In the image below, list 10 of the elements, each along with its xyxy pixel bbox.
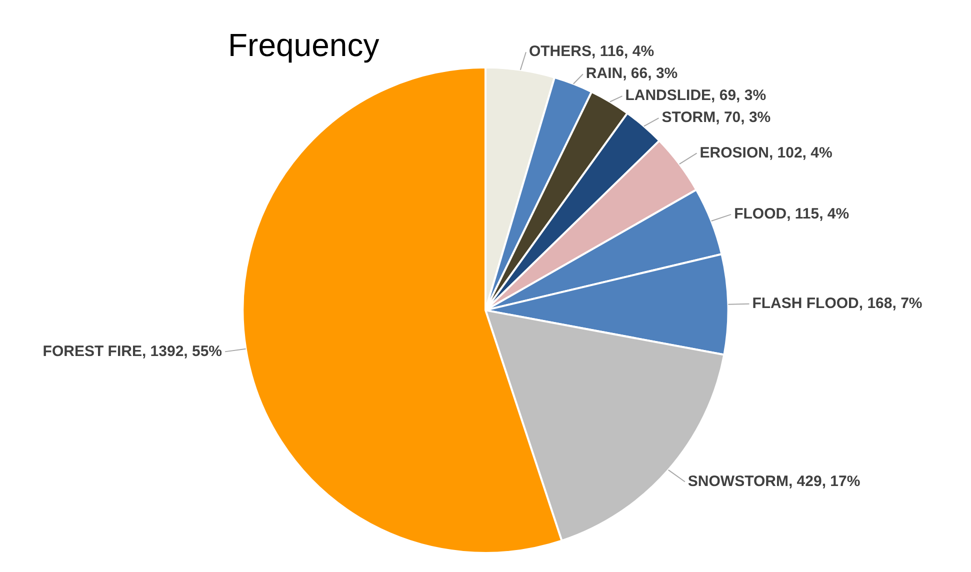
slice-label: STORM, 70, 3% [662, 109, 771, 126]
slice-label: EROSION, 102, 4% [700, 144, 832, 162]
slice-label: OTHERS, 116, 4% [528, 43, 654, 60]
slice-label: SNOWSTORM, 429, 17% [688, 472, 860, 490]
slice-label: LANDSLIDE, 69, 3% [625, 87, 766, 104]
chart-title: Frequency [228, 27, 380, 64]
slice-label: FOREST FIRE, 1392, 55% [42, 342, 222, 360]
slice-label: FLASH FLOOD, 168, 7% [752, 295, 922, 312]
slice-label: FLOOD, 115, 4% [734, 206, 850, 223]
slice-label: RAIN, 66, 3% [586, 65, 678, 82]
